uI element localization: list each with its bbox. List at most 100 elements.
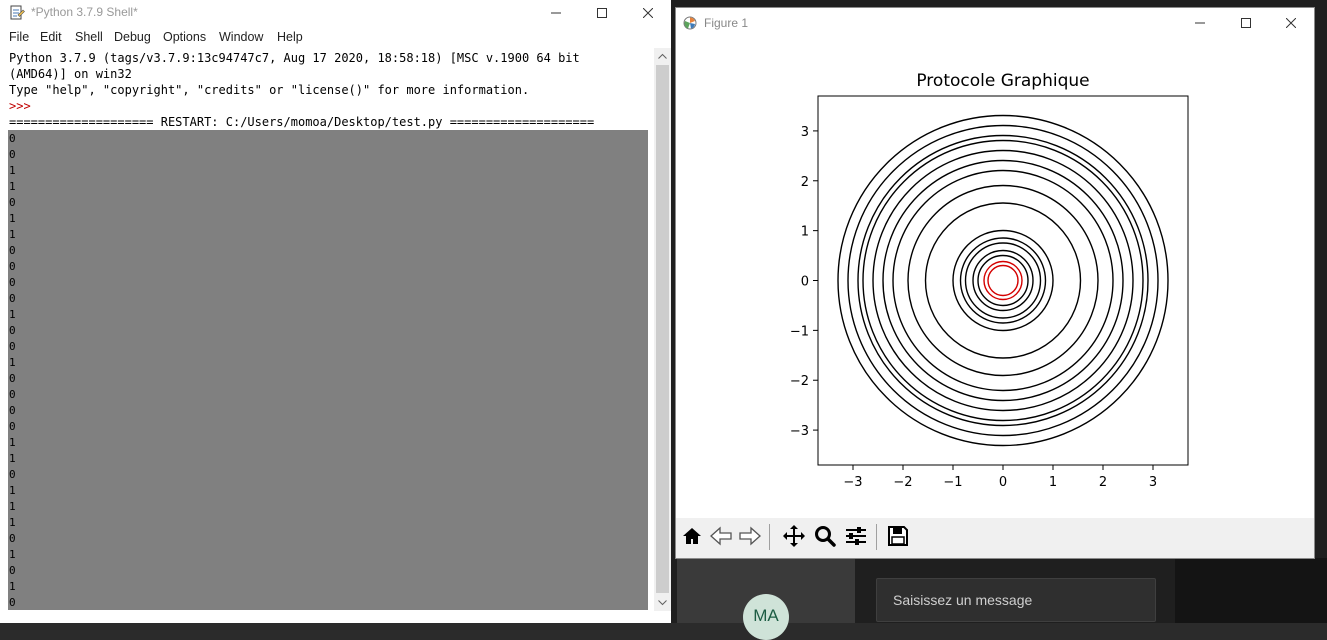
close-icon (643, 8, 653, 18)
black-circle (964, 242, 1042, 319)
black-circle (857, 134, 1149, 427)
output-line: 0 (9, 324, 16, 337)
figure-maximize-button[interactable] (1223, 8, 1269, 38)
black-circle (872, 149, 1134, 412)
idle-status-bar (0, 611, 671, 623)
output-line: 1 (9, 228, 16, 241)
black-circle (977, 254, 1029, 307)
shell-vertical-scrollbar[interactable] (654, 48, 671, 611)
output-line: 1 (9, 452, 16, 465)
banner-line-1: Python 3.7.9 (tags/v3.7.9:13c94747c7, Au… (9, 51, 580, 65)
output-line: 0 (9, 404, 16, 417)
matplotlib-figure-window: Figure 1 Protocole Graphique −3 −2 −1 0 1 2 3 3 2… (676, 8, 1314, 558)
minimize-icon (1195, 22, 1205, 24)
output-line: 1 (9, 212, 16, 225)
navigation-toolbar (676, 518, 1314, 558)
banner-line-2: (AMD64)] on win32 (9, 67, 132, 81)
pan-button[interactable] (780, 522, 808, 550)
idle-close-button[interactable] (625, 0, 671, 26)
y-tick-label: −2 (790, 374, 809, 389)
black-circle (862, 139, 1144, 422)
pan-icon (783, 525, 805, 547)
y-tick-label: −1 (790, 324, 809, 339)
idle-titlebar[interactable]: *Python 3.7.9 Shell* (0, 0, 671, 26)
output-line: 1 (9, 436, 16, 449)
output-line: 0 (9, 420, 16, 433)
output-line: 1 (9, 484, 16, 497)
save-icon (888, 526, 908, 546)
save-button[interactable] (884, 522, 912, 550)
x-tick-label: 1 (1049, 475, 1057, 490)
configure-subplots-button[interactable] (842, 522, 870, 550)
menu-shell[interactable]: Shell (75, 30, 103, 44)
menu-file[interactable]: File (9, 30, 30, 44)
output-line: 0 (9, 388, 16, 401)
figure-minimize-button[interactable] (1177, 8, 1223, 38)
x-tick-label: −2 (893, 475, 912, 490)
idle-window-title: *Python 3.7.9 Shell* (31, 5, 138, 19)
output-line: 0 (9, 372, 16, 385)
message-input-placeholder: Saisissez un message (893, 592, 1033, 608)
black-circle (892, 169, 1114, 392)
output-line: 1 (9, 548, 16, 561)
toolbar-separator (876, 524, 877, 550)
output-line: 1 (9, 180, 16, 193)
forward-button[interactable] (736, 522, 764, 550)
menu-options[interactable]: Options (163, 30, 207, 44)
scrollbar-thumb[interactable] (656, 65, 669, 593)
idle-maximize-button[interactable] (579, 0, 625, 26)
y-tick-label: 0 (801, 275, 809, 290)
restart-line: ==================== RESTART: C:/Users/m… (9, 115, 595, 129)
output-line: 0 (9, 468, 16, 481)
home-button[interactable] (678, 522, 706, 550)
black-circle (924, 202, 1082, 359)
shell-text-area[interactable]: Python 3.7.9 (tags/v3.7.9:13c94747c7, Au… (0, 48, 654, 611)
y-tick-label: 3 (801, 125, 809, 140)
matplotlib-icon (683, 16, 697, 30)
idle-app-icon (10, 5, 25, 20)
output-line: 0 (9, 132, 16, 145)
figure-close-button[interactable] (1268, 8, 1314, 38)
red-circle (987, 264, 1019, 297)
figure-titlebar[interactable]: Figure 1 (676, 8, 1314, 38)
output-line: 1 (9, 500, 16, 513)
x-tick-label: 2 (1099, 475, 1107, 490)
output-line: 0 (9, 532, 16, 545)
close-icon (1286, 18, 1296, 28)
idle-minimize-button[interactable] (533, 0, 579, 26)
output-line: 0 (9, 564, 16, 577)
black-circle (972, 249, 1034, 312)
side-panel (1175, 558, 1327, 623)
scroll-down-icon[interactable] (658, 600, 667, 606)
minimize-icon (551, 12, 561, 14)
idle-menubar: File Edit Shell Debug Options Window Hel… (0, 26, 671, 48)
y-tick-label: −3 (790, 424, 809, 439)
menu-edit[interactable]: Edit (40, 30, 62, 44)
avatar-initials: MA (753, 606, 779, 625)
program-output-block (8, 130, 648, 610)
menu-help[interactable]: Help (277, 30, 303, 44)
message-input[interactable]: Saisissez un message (876, 578, 1156, 622)
figure-window-title: Figure 1 (704, 16, 749, 30)
output-line: 0 (9, 260, 16, 273)
x-tick-label: 0 (999, 475, 1007, 490)
zoom-icon (815, 526, 836, 547)
output-line: 1 (9, 580, 16, 593)
zoom-button[interactable] (811, 522, 839, 550)
configure-subplots-icon (846, 527, 866, 545)
black-circle (882, 159, 1124, 402)
output-line: 0 (9, 276, 16, 289)
plot-canvas[interactable]: Protocole Graphique −3 −2 −1 0 1 2 3 3 2 1 0 −1 −2 −3 (676, 38, 1314, 518)
x-tick-label: −3 (843, 475, 862, 490)
avatar[interactable]: MA (743, 594, 789, 640)
menu-debug[interactable]: Debug (114, 30, 151, 44)
back-icon (710, 526, 732, 546)
output-line: 0 (9, 148, 16, 161)
black-circle (907, 184, 1099, 377)
toolbar-separator (769, 524, 770, 550)
menu-window[interactable]: Window (219, 30, 264, 44)
output-line: 0 (9, 340, 16, 353)
output-line: 0 (9, 596, 16, 609)
back-button[interactable] (707, 522, 735, 550)
scroll-up-icon[interactable] (658, 53, 667, 59)
